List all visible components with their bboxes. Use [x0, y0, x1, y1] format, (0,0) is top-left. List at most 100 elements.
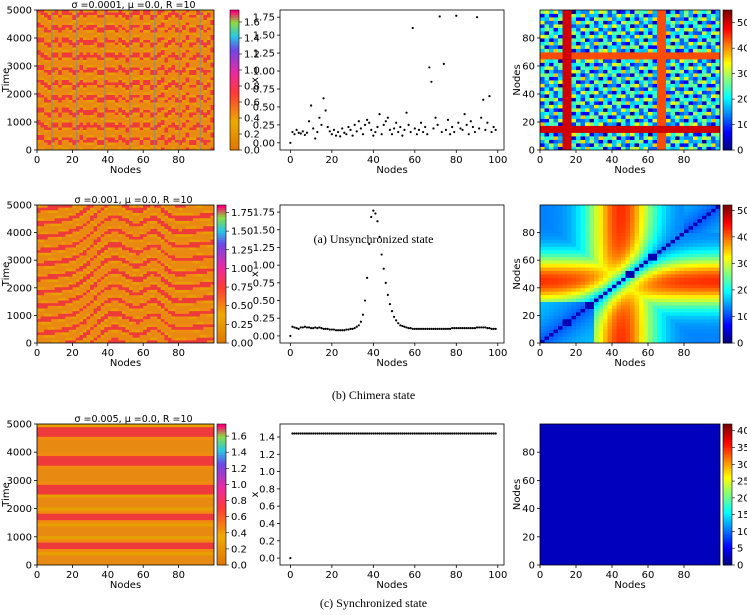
- chart-a1-cell: [157, 92, 162, 96]
- chart-a3-cell: [540, 24, 545, 28]
- chart-a1-cell: [132, 75, 137, 78]
- chart-a1-cell: [40, 125, 45, 128]
- chart-a3-cell: [558, 125, 563, 130]
- chart-a3-cell: [634, 41, 640, 46]
- chart-a1-colorbar-segment: [230, 108, 239, 111]
- chart-a3-cell: [675, 111, 680, 116]
- chart-a3-cell: [603, 48, 608, 53]
- chart-a1-cell: [182, 117, 187, 121]
- chart-a3-cell: [639, 83, 644, 88]
- chart-b1-cell: [44, 332, 49, 336]
- chart-a3-cell: [652, 111, 658, 116]
- chart-a1-cell: [68, 137, 73, 141]
- chart-a3-cell: [639, 132, 644, 137]
- chart-a1-cell: [210, 25, 214, 28]
- chart-b1-cell: [51, 218, 56, 222]
- chart-a3-cell: [567, 94, 572, 98]
- chart-a3-cell: [576, 136, 581, 140]
- chart-a1-cell: [185, 62, 190, 66]
- chart-a1-cell: [167, 135, 172, 138]
- chart-a1-cell: [199, 117, 204, 121]
- chart-a1-cell: [37, 50, 41, 53]
- chart-a1-cell: [153, 130, 158, 133]
- chart-a3-cell: [711, 136, 716, 140]
- chart-a1-cell: [47, 12, 52, 16]
- chart-a1-cell: [136, 117, 141, 121]
- chart-a1-cell: [118, 45, 123, 48]
- chart-a1-cell: [51, 35, 56, 38]
- chart-a1-cell: [107, 10, 112, 13]
- chart-a1-cell: [75, 27, 80, 31]
- chart-a3-cell: [639, 97, 644, 102]
- chart-a1-cell: [65, 75, 70, 78]
- chart-a3-cell: [562, 45, 568, 49]
- chart-a3-cell: [652, 31, 658, 35]
- chart-a3-cell: [585, 13, 590, 18]
- chart-b1-cell: [51, 239, 56, 243]
- chart-a1-cell: [86, 80, 91, 83]
- chart-a1-cell: [125, 22, 130, 26]
- chart-a1-cell: [72, 120, 77, 123]
- chart-a3-cell: [688, 45, 694, 49]
- chart-a3-cell: [688, 27, 694, 32]
- chart-a3-cell: [625, 94, 631, 98]
- chart-a1-cell: [90, 145, 95, 148]
- chart-a3-cell: [580, 76, 586, 81]
- chart-a1-cell: [171, 92, 176, 96]
- chart-a1-cell: [47, 10, 52, 13]
- chart-a1-cell: [37, 25, 41, 28]
- chart-a1-cell: [196, 100, 201, 103]
- chart-a1-cell: [206, 72, 211, 76]
- chart-a1-cell: [47, 65, 52, 68]
- chart-b1-cell: [44, 321, 49, 325]
- chart-a3-cell: [580, 27, 586, 32]
- chart-a1-cell: [206, 57, 211, 61]
- chart-a3-cell: [549, 66, 554, 70]
- chart-a3-cell: [544, 76, 550, 81]
- chart-a3-cell: [612, 118, 617, 123]
- chart-a1-cell: [132, 40, 137, 43]
- chart-a1-cell: [185, 27, 190, 31]
- chart-a3-cell: [576, 143, 581, 147]
- chart-a1-cell: [75, 20, 80, 23]
- chart-a1-cell: [44, 17, 49, 21]
- chart-a1-cell: [58, 132, 63, 136]
- chart-b1-cell: [47, 329, 52, 333]
- chart-a1-cell: [44, 122, 49, 126]
- chart-a3-cell: [558, 69, 563, 74]
- chart-a1-cell: [167, 10, 172, 13]
- chart-a1-cell: [37, 127, 41, 131]
- chart-a1-cell: [167, 127, 172, 131]
- chart-a1-cell: [171, 117, 176, 121]
- chart-a3-cell: [598, 104, 604, 109]
- chart-a1-cell: [111, 22, 116, 26]
- chart-a3-cell: [594, 132, 599, 137]
- chart-a3-cell: [657, 20, 662, 25]
- chart-a3-cell: [603, 45, 608, 49]
- chart-a1-cell: [54, 127, 59, 131]
- chart-a1-cell: [185, 47, 190, 51]
- chart-a1-cell: [54, 82, 59, 86]
- chart-a1-cell: [121, 87, 126, 91]
- chart-a3-cell: [634, 143, 640, 147]
- chart-a1-cell: [199, 65, 204, 68]
- chart-a1-colorbar-segment: [230, 10, 239, 13]
- chart-a1-cell: [171, 70, 176, 73]
- chart-a1-cell: [192, 102, 197, 106]
- chart-a1-cell: [121, 115, 126, 118]
- chart-a1-cell: [153, 20, 158, 23]
- chart-a3-cell: [688, 10, 694, 14]
- chart-a1-cell: [61, 82, 66, 86]
- chart-b1-cell: [51, 260, 56, 264]
- chart-a3-cell: [616, 66, 622, 70]
- chart-a1-cell: [150, 102, 155, 106]
- chart-a3-cell: [553, 118, 559, 123]
- chart-a3-cell: [675, 31, 680, 35]
- chart-b1-cell: [47, 279, 52, 283]
- chart-a1-cell: [107, 52, 112, 56]
- chart-a1-cell: [83, 122, 87, 126]
- chart-a1-cell: [54, 62, 59, 66]
- chart-a1-cell: [182, 85, 187, 88]
- chart-a1-cell: [104, 75, 109, 78]
